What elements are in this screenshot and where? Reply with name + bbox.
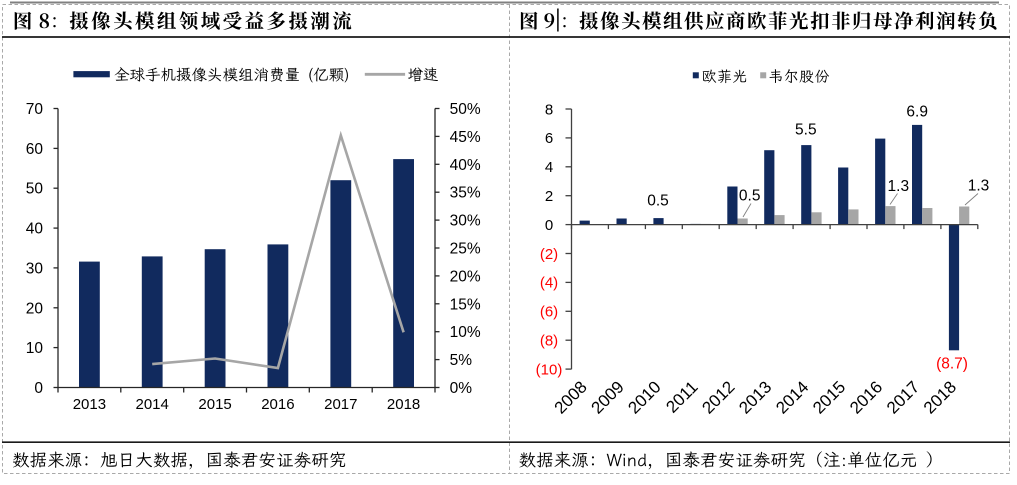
svg-text:25%: 25% xyxy=(450,241,481,258)
svg-text:40: 40 xyxy=(26,221,44,238)
svg-text:0: 0 xyxy=(34,380,43,397)
svg-text:0.5: 0.5 xyxy=(647,193,669,210)
svg-text:(8.7): (8.7) xyxy=(936,356,968,373)
svg-text:40%: 40% xyxy=(450,157,481,174)
svg-text:(10): (10) xyxy=(536,361,563,378)
svg-text:2014: 2014 xyxy=(136,396,169,413)
svg-text:0%: 0% xyxy=(450,380,473,397)
svg-text:20%: 20% xyxy=(450,268,481,285)
svg-text:(2): (2) xyxy=(540,246,558,263)
svg-text:2016: 2016 xyxy=(261,396,294,413)
svg-text:8: 8 xyxy=(545,101,553,118)
svg-text:35%: 35% xyxy=(450,185,481,202)
svg-text:50: 50 xyxy=(26,181,44,198)
svg-text:2018: 2018 xyxy=(387,396,420,413)
svg-text:5.5: 5.5 xyxy=(795,122,817,139)
svg-text:30: 30 xyxy=(26,260,44,277)
svg-text:0.5: 0.5 xyxy=(739,188,761,205)
svg-text:(8): (8) xyxy=(540,333,558,350)
svg-text:45%: 45% xyxy=(450,129,481,146)
svg-text:2: 2 xyxy=(545,188,553,205)
svg-text:2013: 2013 xyxy=(73,396,106,413)
svg-text:30%: 30% xyxy=(450,213,481,230)
svg-text:20: 20 xyxy=(26,300,44,317)
svg-text:1.3: 1.3 xyxy=(968,178,990,195)
svg-text:6: 6 xyxy=(545,130,553,147)
svg-text:50%: 50% xyxy=(450,101,481,118)
svg-text:10: 10 xyxy=(26,340,44,357)
svg-text:(4): (4) xyxy=(540,275,558,292)
svg-text:5%: 5% xyxy=(450,352,473,369)
svg-text:1.3: 1.3 xyxy=(888,178,910,195)
svg-text:10%: 10% xyxy=(450,324,481,341)
svg-text:6.9: 6.9 xyxy=(906,104,928,121)
svg-text:2017: 2017 xyxy=(324,396,357,413)
svg-text:0: 0 xyxy=(545,217,553,234)
svg-text:(6): (6) xyxy=(540,304,558,321)
svg-text:2015: 2015 xyxy=(198,396,231,413)
svg-text:60: 60 xyxy=(26,141,44,158)
svg-text:4: 4 xyxy=(545,159,553,176)
svg-text:15%: 15% xyxy=(450,296,481,313)
svg-text:70: 70 xyxy=(26,101,44,118)
